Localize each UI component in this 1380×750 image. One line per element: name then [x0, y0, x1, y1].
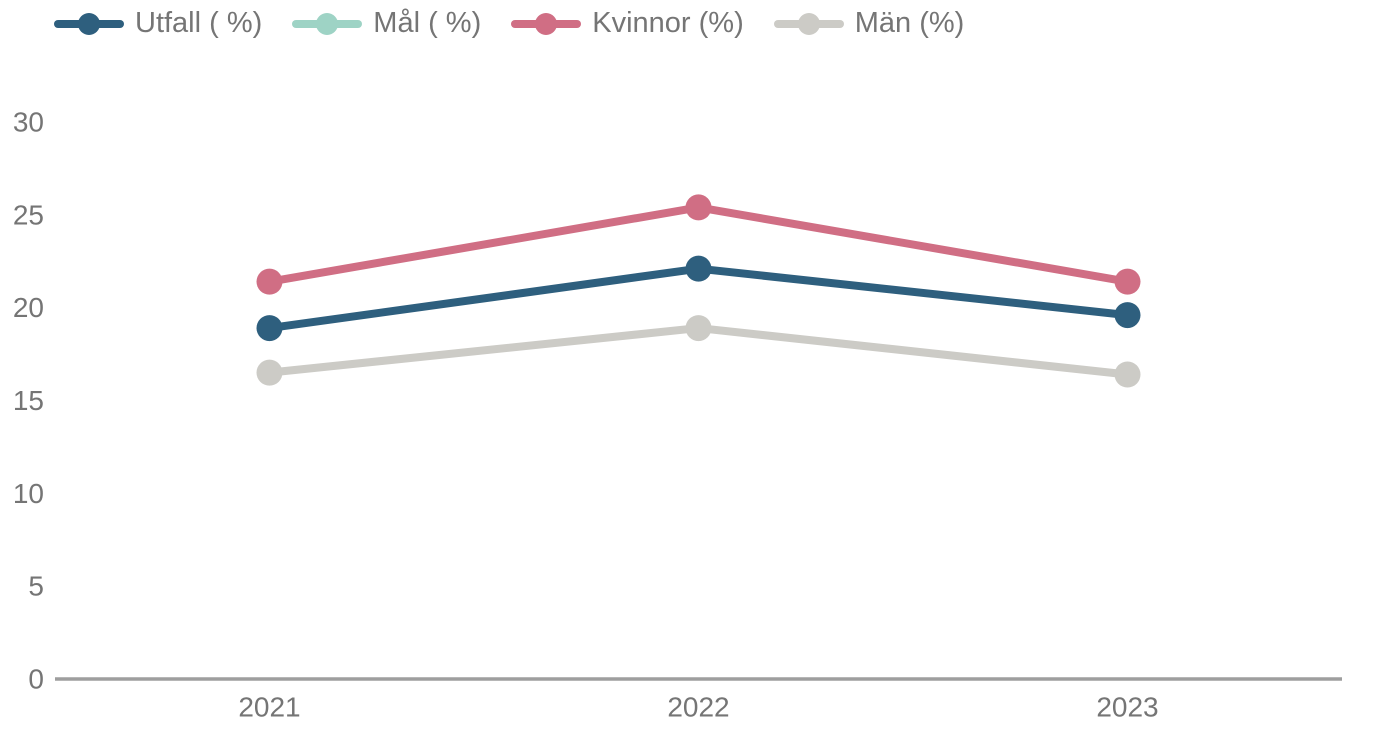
data-point-kvinnor-2023	[1114, 268, 1141, 295]
data-point-kvinnor-2021	[256, 268, 283, 295]
legend-item-man[interactable]: Män (%)	[773, 7, 965, 39]
y-tick-label-15: 15	[13, 385, 44, 416]
legend-label-utfall: Utfall ( %)	[135, 7, 263, 39]
legend-dot-swatch	[78, 12, 100, 35]
legend-marker-mal	[292, 11, 363, 37]
legend-marker-man	[773, 11, 844, 37]
legend-label-kvinnor: Kvinnor (%)	[592, 7, 744, 39]
legend-dot-swatch	[797, 12, 820, 35]
legend-label-mal: Mål ( %)	[373, 7, 482, 39]
legend-item-kvinnor[interactable]: Kvinnor (%)	[511, 9, 744, 38]
data-point-utfall-2021	[256, 315, 283, 342]
data-point-man-2022	[685, 315, 712, 342]
legend-dot-swatch	[535, 12, 558, 35]
data-point-man-2023	[1114, 361, 1141, 388]
y-tick-label-25: 25	[13, 199, 44, 230]
y-tick-label-5: 5	[28, 571, 44, 602]
y-tick-label-0: 0	[28, 664, 44, 695]
legend-dot-swatch	[316, 12, 339, 35]
chart-legend: Utfall ( %) Mål ( %) Kvinnor (%) Män (%)	[54, 9, 964, 38]
legend-marker-kvinnor	[511, 11, 582, 37]
y-tick-label-10: 10	[13, 478, 44, 509]
legend-item-utfall[interactable]: Utfall ( %)	[54, 9, 262, 38]
data-point-kvinnor-2022	[685, 194, 712, 221]
legend-item-mal[interactable]: Mål ( %)	[292, 9, 481, 38]
data-point-utfall-2022	[685, 255, 712, 282]
x-tick-label-2021: 2021	[238, 692, 300, 723]
y-tick-label-30: 30	[13, 106, 44, 137]
legend-label-man: Män (%)	[854, 7, 965, 39]
x-tick-label-2022: 2022	[667, 692, 729, 723]
data-point-utfall-2023	[1114, 302, 1141, 329]
y-tick-label-20: 20	[13, 292, 44, 323]
legend-marker-utfall	[54, 11, 124, 37]
x-tick-label-2023: 2023	[1096, 692, 1158, 723]
data-point-man-2021	[256, 359, 283, 386]
